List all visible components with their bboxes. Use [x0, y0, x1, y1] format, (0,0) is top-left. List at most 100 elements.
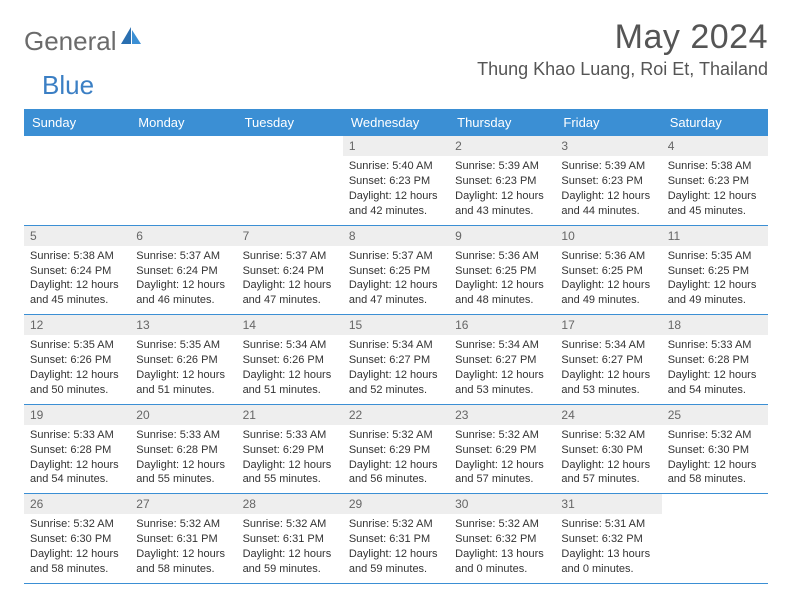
day-number: 16 [449, 315, 555, 335]
sunset-text: Sunset: 6:27 PM [455, 353, 549, 368]
daylight-text: Daylight: 12 hours and 49 minutes. [668, 278, 762, 308]
day-number: 11 [662, 226, 768, 246]
day-header: Saturday [662, 109, 768, 136]
daylight-text: Daylight: 12 hours and 42 minutes. [349, 189, 443, 219]
day-cell: 9Sunrise: 5:36 AMSunset: 6:25 PMDaylight… [449, 226, 555, 315]
day-cell: 12Sunrise: 5:35 AMSunset: 6:26 PMDayligh… [24, 315, 130, 404]
calendar: SundayMondayTuesdayWednesdayThursdayFrid… [24, 109, 768, 584]
sunset-text: Sunset: 6:30 PM [668, 443, 762, 458]
day-cell: 29Sunrise: 5:32 AMSunset: 6:31 PMDayligh… [343, 494, 449, 583]
sunset-text: Sunset: 6:25 PM [561, 264, 655, 279]
day-body: Sunrise: 5:33 AMSunset: 6:28 PMDaylight:… [24, 425, 130, 493]
logo: General [24, 18, 145, 57]
sunrise-text: Sunrise: 5:34 AM [243, 338, 337, 353]
location: Thung Khao Luang, Roi Et, Thailand [477, 59, 768, 80]
daylight-text: Daylight: 12 hours and 52 minutes. [349, 368, 443, 398]
day-cell: 16Sunrise: 5:34 AMSunset: 6:27 PMDayligh… [449, 315, 555, 404]
sunset-text: Sunset: 6:25 PM [668, 264, 762, 279]
sunrise-text: Sunrise: 5:38 AM [668, 159, 762, 174]
daylight-text: Daylight: 12 hours and 50 minutes. [30, 368, 124, 398]
daylight-text: Daylight: 12 hours and 53 minutes. [561, 368, 655, 398]
daylight-text: Daylight: 12 hours and 59 minutes. [243, 547, 337, 577]
day-body: Sunrise: 5:34 AMSunset: 6:27 PMDaylight:… [555, 335, 661, 403]
day-header: Tuesday [237, 109, 343, 136]
day-cell: 3Sunrise: 5:39 AMSunset: 6:23 PMDaylight… [555, 136, 661, 225]
sunrise-text: Sunrise: 5:32 AM [668, 428, 762, 443]
day-number: 7 [237, 226, 343, 246]
sunrise-text: Sunrise: 5:38 AM [30, 249, 124, 264]
daylight-text: Daylight: 12 hours and 47 minutes. [349, 278, 443, 308]
day-cell: 23Sunrise: 5:32 AMSunset: 6:29 PMDayligh… [449, 405, 555, 494]
day-header: Monday [130, 109, 236, 136]
daylight-text: Daylight: 12 hours and 55 minutes. [243, 458, 337, 488]
sunset-text: Sunset: 6:23 PM [668, 174, 762, 189]
sunrise-text: Sunrise: 5:33 AM [30, 428, 124, 443]
day-number: 19 [24, 405, 130, 425]
day-cell: 5Sunrise: 5:38 AMSunset: 6:24 PMDaylight… [24, 226, 130, 315]
day-cell: 14Sunrise: 5:34 AMSunset: 6:26 PMDayligh… [237, 315, 343, 404]
sunrise-text: Sunrise: 5:31 AM [561, 517, 655, 532]
day-number: 26 [24, 494, 130, 514]
daylight-text: Daylight: 12 hours and 58 minutes. [30, 547, 124, 577]
day-number: 8 [343, 226, 449, 246]
day-number: 30 [449, 494, 555, 514]
sunset-text: Sunset: 6:29 PM [349, 443, 443, 458]
daylight-text: Daylight: 12 hours and 47 minutes. [243, 278, 337, 308]
daylight-text: Daylight: 12 hours and 58 minutes. [136, 547, 230, 577]
day-body: Sunrise: 5:32 AMSunset: 6:30 PMDaylight:… [555, 425, 661, 493]
sunrise-text: Sunrise: 5:37 AM [136, 249, 230, 264]
day-cell: 6Sunrise: 5:37 AMSunset: 6:24 PMDaylight… [130, 226, 236, 315]
day-body: Sunrise: 5:39 AMSunset: 6:23 PMDaylight:… [555, 156, 661, 224]
day-body: Sunrise: 5:33 AMSunset: 6:28 PMDaylight:… [130, 425, 236, 493]
day-cell: 8Sunrise: 5:37 AMSunset: 6:25 PMDaylight… [343, 226, 449, 315]
title-block: May 2024 Thung Khao Luang, Roi Et, Thail… [477, 18, 768, 80]
sunset-text: Sunset: 6:31 PM [136, 532, 230, 547]
day-number: 12 [24, 315, 130, 335]
daylight-text: Daylight: 13 hours and 0 minutes. [561, 547, 655, 577]
week-row: 26Sunrise: 5:32 AMSunset: 6:30 PMDayligh… [24, 494, 768, 584]
day-header: Sunday [24, 109, 130, 136]
daylight-text: Daylight: 12 hours and 51 minutes. [243, 368, 337, 398]
sunrise-text: Sunrise: 5:32 AM [561, 428, 655, 443]
day-body: Sunrise: 5:34 AMSunset: 6:27 PMDaylight:… [449, 335, 555, 403]
sunset-text: Sunset: 6:23 PM [455, 174, 549, 189]
sunset-text: Sunset: 6:29 PM [243, 443, 337, 458]
day-number: 31 [555, 494, 661, 514]
sunset-text: Sunset: 6:23 PM [561, 174, 655, 189]
day-number: 13 [130, 315, 236, 335]
sunset-text: Sunset: 6:31 PM [349, 532, 443, 547]
day-body: Sunrise: 5:36 AMSunset: 6:25 PMDaylight:… [449, 246, 555, 314]
day-cell: 25Sunrise: 5:32 AMSunset: 6:30 PMDayligh… [662, 405, 768, 494]
sunrise-text: Sunrise: 5:32 AM [30, 517, 124, 532]
sunset-text: Sunset: 6:30 PM [561, 443, 655, 458]
day-body: Sunrise: 5:31 AMSunset: 6:32 PMDaylight:… [555, 514, 661, 582]
day-cell: 7Sunrise: 5:37 AMSunset: 6:24 PMDaylight… [237, 226, 343, 315]
day-cell: 31Sunrise: 5:31 AMSunset: 6:32 PMDayligh… [555, 494, 661, 583]
sunrise-text: Sunrise: 5:32 AM [136, 517, 230, 532]
month-title: May 2024 [477, 18, 768, 57]
sunset-text: Sunset: 6:26 PM [243, 353, 337, 368]
sunset-text: Sunset: 6:23 PM [349, 174, 443, 189]
sunrise-text: Sunrise: 5:35 AM [136, 338, 230, 353]
day-body: Sunrise: 5:32 AMSunset: 6:31 PMDaylight:… [237, 514, 343, 582]
day-cell: 2Sunrise: 5:39 AMSunset: 6:23 PMDaylight… [449, 136, 555, 225]
day-cell: 20Sunrise: 5:33 AMSunset: 6:28 PMDayligh… [130, 405, 236, 494]
sunset-text: Sunset: 6:32 PM [455, 532, 549, 547]
day-number: 3 [555, 136, 661, 156]
day-body: Sunrise: 5:35 AMSunset: 6:26 PMDaylight:… [130, 335, 236, 403]
day-cell: 10Sunrise: 5:36 AMSunset: 6:25 PMDayligh… [555, 226, 661, 315]
day-body: Sunrise: 5:36 AMSunset: 6:25 PMDaylight:… [555, 246, 661, 314]
day-body: Sunrise: 5:32 AMSunset: 6:29 PMDaylight:… [449, 425, 555, 493]
sunrise-text: Sunrise: 5:37 AM [243, 249, 337, 264]
day-cell: 15Sunrise: 5:34 AMSunset: 6:27 PMDayligh… [343, 315, 449, 404]
day-number: 2 [449, 136, 555, 156]
sunset-text: Sunset: 6:29 PM [455, 443, 549, 458]
sail-icon [121, 27, 143, 50]
sunrise-text: Sunrise: 5:34 AM [455, 338, 549, 353]
day-cell: 30Sunrise: 5:32 AMSunset: 6:32 PMDayligh… [449, 494, 555, 583]
sunrise-text: Sunrise: 5:37 AM [349, 249, 443, 264]
day-number: 20 [130, 405, 236, 425]
day-number: 15 [343, 315, 449, 335]
sunset-text: Sunset: 6:28 PM [668, 353, 762, 368]
day-body: Sunrise: 5:33 AMSunset: 6:29 PMDaylight:… [237, 425, 343, 493]
